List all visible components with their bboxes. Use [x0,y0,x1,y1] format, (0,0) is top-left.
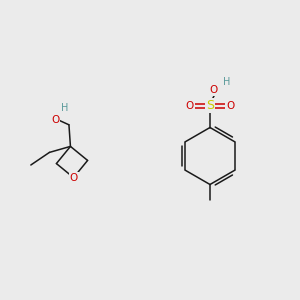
Text: O: O [226,101,234,111]
Text: S: S [206,99,214,112]
Text: H: H [223,77,230,87]
Text: O: O [210,85,218,95]
Text: O: O [51,115,60,125]
Text: H: H [61,103,68,113]
Text: O: O [186,101,194,111]
Text: O: O [69,172,78,183]
